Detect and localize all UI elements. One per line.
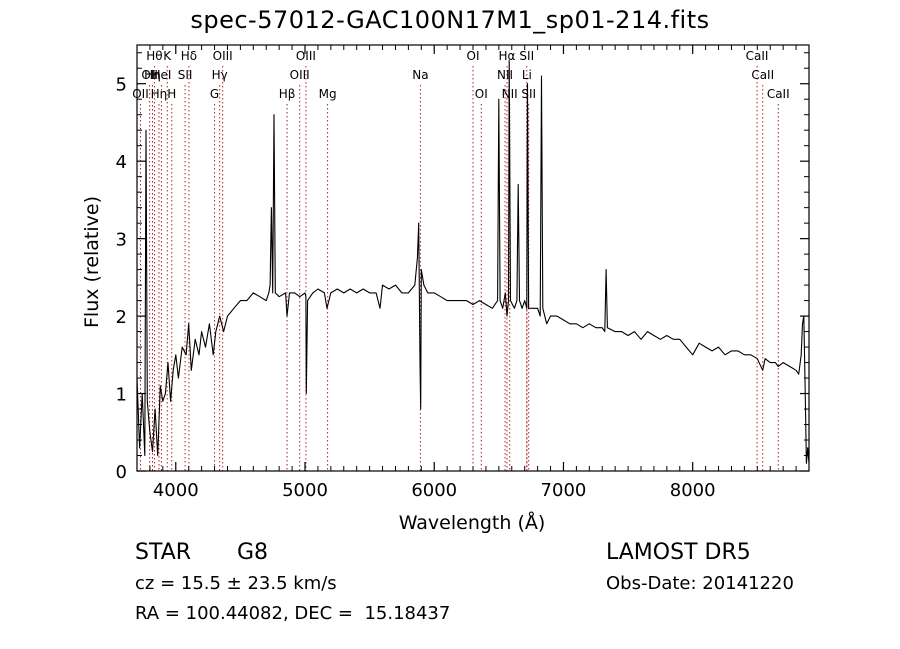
reference-line-label: CaII [746, 49, 769, 63]
redshift-cz: cz = 15.5 ± 23.5 km/s [135, 573, 337, 594]
reference-line-label: Hγ [212, 68, 228, 82]
survey-name: LAMOST DR5 [606, 540, 751, 565]
reference-line-label: Hβ [279, 87, 296, 101]
object-class: STAR [135, 540, 192, 565]
y-tick-label: 5 [116, 75, 127, 96]
reference-line-label: Li [522, 68, 532, 82]
reference-line-label: Hα [499, 49, 516, 63]
y-tick-label: 2 [116, 307, 127, 328]
chart-title: spec-57012-GAC100N17M1_sp01-214.fits [190, 6, 710, 34]
x-tick-label: 8000 [670, 480, 716, 501]
reference-line-label: K [163, 49, 172, 63]
x-axis-label: Wavelength (Å) [399, 511, 546, 534]
reference-lines [139, 66, 779, 471]
y-axis-ticks: 0 1 2 3 4 5 [116, 52, 809, 483]
observation-date: Obs-Date: 20141220 [606, 573, 794, 594]
reference-line-label: Mg [319, 87, 337, 101]
reference-line-label: CaII [751, 68, 774, 82]
reference-line-label: Na [412, 68, 428, 82]
reference-line-label: Hθ [146, 49, 162, 63]
reference-line-label: OIII [296, 49, 316, 63]
x-tick-label: 4000 [153, 480, 199, 501]
x-tick-label: 7000 [541, 480, 587, 501]
reference-line-label: Hη [151, 87, 168, 101]
reference-line-label: G [210, 87, 219, 101]
reference-line-label: Hδ [181, 49, 197, 63]
reference-line-label: Hη [144, 68, 161, 82]
x-tick-label: 6000 [411, 480, 457, 501]
reference-line-label: SII [178, 68, 193, 82]
spectrum-series-line [136, 59, 810, 464]
x-tick-label: 5000 [282, 480, 328, 501]
y-tick-label: 4 [116, 152, 127, 173]
y-tick-label: 3 [116, 230, 127, 251]
reference-line-label: OII [132, 87, 149, 101]
reference-line-label: OIII [213, 49, 233, 63]
reference-line-label: NII [497, 68, 513, 82]
reference-line-label: OI [475, 87, 488, 101]
y-tick-label: 0 [116, 462, 127, 483]
object-subclass: G8 [237, 540, 269, 565]
reference-line-label: CaII [767, 87, 790, 101]
reference-line-label: OII [141, 68, 158, 82]
reference-line-labels: OIIOIIHηHθHηHeIKHSIIHδGHγOIIIHβOIIIOIIIM… [132, 49, 789, 101]
ra-dec-coordinates: RA = 100.44082, DEC = 15.18437 [135, 603, 451, 624]
y-tick-label: 1 [116, 385, 127, 406]
reference-line-label: OI [467, 49, 480, 63]
x-axis-ticks: 4000 5000 6000 7000 8000 [136, 45, 810, 501]
reference-line-label: OIII [290, 68, 310, 82]
reference-line-label: SII [519, 49, 534, 63]
reference-line-label: SII [521, 87, 536, 101]
reference-line-label: HeI [151, 68, 171, 82]
y-axis-label: Flux (relative) [81, 196, 103, 328]
reference-line-label: H [167, 87, 176, 101]
